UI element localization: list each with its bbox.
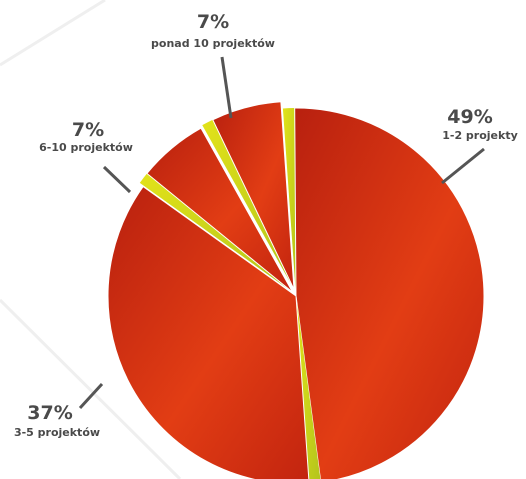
slice-percent-2: 7% — [72, 119, 104, 141]
leader-line-0 — [441, 147, 485, 185]
leader-lines — [78, 56, 485, 410]
pie-slice-3 — [212, 101, 295, 290]
slice-label-2: 7% 6-10 projektów — [39, 119, 133, 154]
slice-name-1: 3-5 projektów — [14, 426, 100, 439]
slice-label-1: 37% 3-5 projektów — [14, 402, 100, 439]
leader-line-3 — [220, 56, 233, 119]
slice-name-2: 6-10 projektów — [39, 141, 133, 154]
leader-line-2 — [102, 165, 132, 194]
slice-separator-3 — [202, 119, 295, 290]
pie-slice-0 — [294, 107, 485, 479]
pie-slice-2 — [146, 127, 294, 293]
slice-percent-0: 49% — [447, 106, 492, 128]
pie-slices — [107, 101, 485, 479]
slice-separator-0 — [282, 108, 296, 296]
slice-separator-1 — [296, 296, 321, 479]
slice-name-3: ponad 10 projektów — [151, 37, 275, 50]
slice-name-0: 1-2 projekty — [442, 129, 518, 142]
pie-slice-1 — [107, 185, 310, 479]
slice-label-3: 7% ponad 10 projektów — [151, 11, 275, 50]
background-lines — [0, 0, 182, 479]
slice-label-0: 49% 1-2 projekty — [442, 106, 518, 142]
leader-line-1 — [78, 382, 104, 410]
slice-percent-3: 7% — [197, 11, 229, 33]
slice-percent-1: 37% — [27, 402, 72, 424]
slice-separator-2 — [139, 173, 293, 293]
